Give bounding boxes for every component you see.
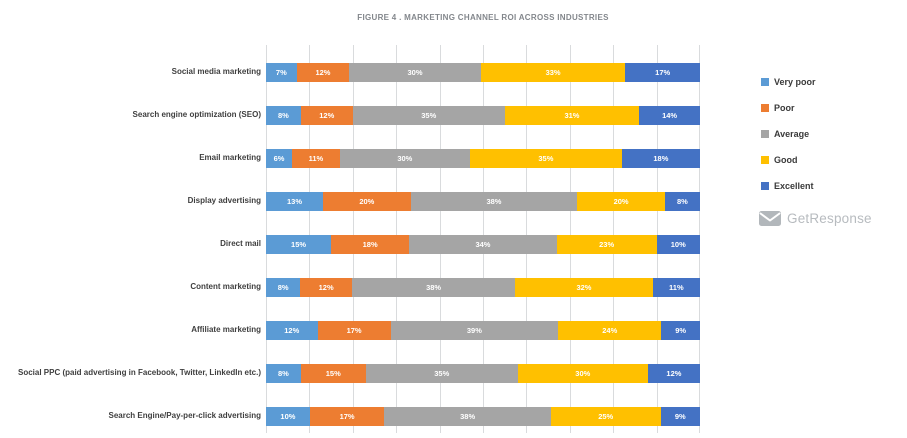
bar-row-direct-mail: 15% 18% 34% 23% 10% — [266, 234, 700, 254]
bar-row-display-advertising: 13% 20% 38% 20% 8% — [266, 191, 700, 211]
bar-segment-excellent: 10% — [656, 234, 700, 254]
bar-row-search-engine-pay-per-click-advertising: 10% 17% 38% 25% 9% — [266, 406, 700, 426]
bar-row-search-engine-optimization-seo: 8% 12% 35% 31% 14% — [266, 105, 700, 125]
bar-segment-excellent: 12% — [647, 363, 700, 383]
category-label-search-engine-optimization-seo: Search engine optimization (SEO) — [132, 110, 261, 119]
legend-swatch-average — [761, 130, 769, 138]
legend-item-excellent: Excellent — [761, 181, 814, 191]
legend-swatch-very-poor — [761, 78, 769, 86]
category-label-search-engine-pay-per-click-advertising: Search Engine/Pay-per-click advertising — [108, 411, 261, 420]
bar-segment-good: 35% — [469, 148, 622, 168]
bar-segment-excellent: 9% — [661, 320, 700, 340]
bar-segment-good: 32% — [515, 277, 653, 297]
bar-segment-good: 30% — [517, 363, 648, 383]
bar-segment-poor: 12% — [296, 62, 350, 82]
bar-row-email-marketing: 6% 11% 30% 35% 18% — [266, 148, 700, 168]
bar-segment-very-poor: 8% — [266, 277, 301, 297]
bar-segment-good: 25% — [550, 406, 661, 426]
category-label-email-marketing: Email marketing — [199, 153, 261, 162]
bar-segment-average: 30% — [349, 62, 481, 82]
bar-segment-good: 20% — [577, 191, 665, 211]
legend-label-good: Good — [774, 155, 798, 165]
bar-segment-excellent: 18% — [621, 148, 700, 168]
bar-segment-very-poor: 6% — [266, 148, 293, 168]
bar-segment-poor: 18% — [331, 234, 410, 254]
bar-segment-poor: 20% — [322, 191, 411, 211]
chart-title: Figure 4 . MARKETING CHANNEL ROI ACROSS … — [357, 13, 609, 22]
bar-segment-very-poor: 13% — [266, 191, 323, 211]
bar-row-social-ppc-paid-advertising-in-facebook-twitter-linkedin-etc: 8% 15% 35% 30% 12% — [266, 363, 700, 383]
bar-segment-average: 39% — [390, 320, 559, 340]
category-label-direct-mail: Direct mail — [220, 239, 261, 248]
bar-row-affiliate-marketing: 12% 17% 39% 24% 9% — [266, 320, 700, 340]
bar-segment-average: 34% — [409, 234, 557, 254]
bar-segment-very-poor: 12% — [266, 320, 318, 340]
legend-label-poor: Poor — [774, 103, 795, 113]
bar-segment-excellent: 17% — [625, 62, 700, 82]
legend-item-poor: Poor — [761, 103, 795, 113]
category-label-affiliate-marketing: Affiliate marketing — [191, 325, 261, 334]
category-label-social-ppc-paid-advertising-in-facebook-twitter-linkedin-etc: Social PPC (paid advertising in Facebook… — [17, 368, 261, 377]
bar-segment-average: 35% — [352, 105, 505, 125]
bar-segment-very-poor: 15% — [266, 234, 332, 254]
legend-swatch-good — [761, 156, 769, 164]
category-label-content-marketing: Content marketing — [190, 282, 261, 291]
bar-segment-average: 35% — [365, 363, 518, 383]
legend-item-good: Good — [761, 155, 798, 165]
bar-segment-excellent: 9% — [660, 406, 700, 426]
legend-item-very-poor: Very poor — [761, 77, 816, 87]
bar-segment-good: 24% — [558, 320, 662, 340]
bar-segment-excellent: 8% — [664, 191, 700, 211]
bar-segment-poor: 15% — [300, 363, 366, 383]
bar-segment-good: 31% — [504, 105, 640, 125]
bar-row-content-marketing: 8% 12% 38% 32% 11% — [266, 277, 700, 297]
legend-item-average: Average — [761, 129, 809, 139]
bar-segment-excellent: 11% — [652, 277, 700, 297]
bar-segment-very-poor: 8% — [266, 363, 301, 383]
bar-segment-very-poor: 7% — [266, 62, 297, 82]
legend-label-very-poor: Very poor — [774, 77, 816, 87]
plot-area: 7% 12% 30% 33% 17% 8% 12% 35% 31% 14% 6% 11% 30% 35% 1… — [266, 45, 700, 433]
bar-segment-good: 23% — [556, 234, 657, 254]
legend-swatch-poor — [761, 104, 769, 112]
bar-segment-excellent: 14% — [639, 105, 700, 125]
bar-segment-very-poor: 8% — [266, 105, 301, 125]
bar-segment-average: 38% — [384, 406, 551, 426]
bar-row-social-media-marketing: 7% 12% 30% 33% 17% — [266, 62, 700, 82]
legend-swatch-excellent — [761, 182, 769, 190]
bar-segment-average: 38% — [410, 191, 578, 211]
bar-segment-poor: 12% — [300, 105, 353, 125]
legend-label-excellent: Excellent — [774, 181, 814, 191]
bar-segment-very-poor: 10% — [266, 406, 310, 426]
bar-segment-poor: 12% — [300, 277, 352, 297]
legend-label-average: Average — [774, 129, 810, 139]
bar-segment-good: 33% — [480, 62, 626, 82]
bar-segment-poor: 17% — [317, 320, 391, 340]
bar-segment-average: 38% — [351, 277, 516, 297]
logo-text: GetResponse — [787, 211, 872, 226]
envelope-icon — [759, 211, 781, 226]
bar-segment-poor: 11% — [292, 148, 340, 168]
bar-segment-average: 30% — [339, 148, 470, 168]
getresponse-logo: GetResponse — [759, 211, 872, 226]
bar-segment-poor: 17% — [309, 406, 385, 426]
category-label-social-media-marketing: Social media marketing — [171, 67, 261, 76]
category-label-display-advertising: Display advertising — [187, 196, 261, 205]
